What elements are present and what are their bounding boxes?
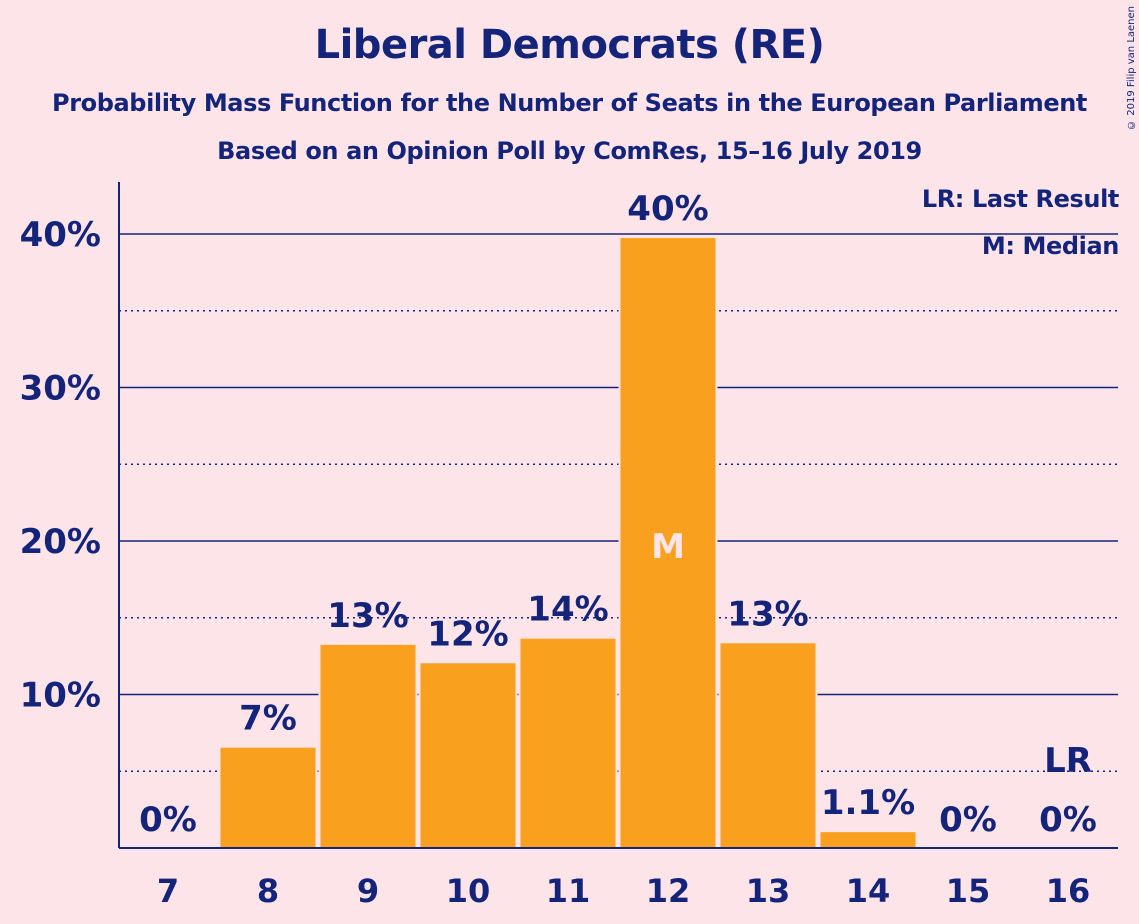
bar xyxy=(318,642,418,849)
x-tick-label: 10 xyxy=(446,872,491,910)
x-tick-label: 9 xyxy=(357,872,379,910)
data-label: 1.1% xyxy=(821,783,915,823)
data-label: 0% xyxy=(939,800,997,840)
data-label: 13% xyxy=(327,596,408,636)
chart-subtitle: Probability Mass Function for the Number… xyxy=(52,89,1087,117)
x-tick-label: 14 xyxy=(846,872,891,910)
last-result-marker: LR xyxy=(1044,741,1092,781)
bar xyxy=(818,830,918,849)
data-label: 0% xyxy=(1039,800,1097,840)
x-tick-label: 15 xyxy=(946,872,991,910)
data-label: 13% xyxy=(727,594,808,634)
bar xyxy=(718,641,818,849)
y-tick-label: 30% xyxy=(20,369,101,409)
bar xyxy=(218,745,318,849)
y-tick-label: 40% xyxy=(20,215,101,255)
chart-source: Based on an Opinion Poll by ComRes, 15–1… xyxy=(217,137,922,165)
legend-median: M: Median xyxy=(981,232,1119,260)
data-label: 12% xyxy=(427,614,508,654)
x-tick-label: 8 xyxy=(257,872,279,910)
y-tick-label: 20% xyxy=(20,522,101,562)
chart-title: Liberal Democrats (RE) xyxy=(314,22,825,68)
x-tick-label: 12 xyxy=(646,872,691,910)
x-tick-label: 16 xyxy=(1046,872,1091,910)
y-tick-label: 10% xyxy=(20,676,101,716)
data-label: 40% xyxy=(627,189,708,229)
legend-last-result: LR: Last Result xyxy=(921,185,1120,213)
data-label: 0% xyxy=(139,800,197,840)
median-marker: M xyxy=(651,527,685,567)
x-tick-label: 11 xyxy=(546,872,591,910)
data-label: 7% xyxy=(239,699,297,739)
x-tick-label: 13 xyxy=(746,872,791,910)
bar xyxy=(418,661,518,850)
x-tick-label: 7 xyxy=(157,872,179,910)
data-label: 14% xyxy=(527,590,608,630)
bar xyxy=(518,636,618,850)
